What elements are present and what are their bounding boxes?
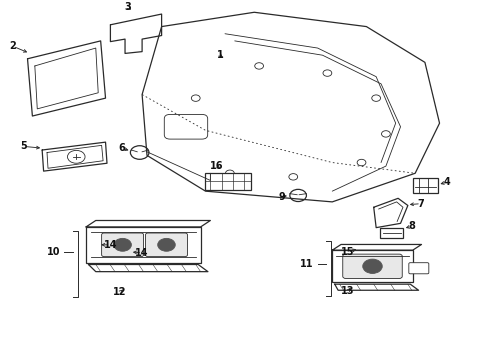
Text: 14: 14 [135, 248, 148, 258]
Bar [204, 172, 250, 190]
FancyBboxPatch shape [164, 114, 207, 139]
FancyBboxPatch shape [102, 233, 143, 257]
Circle shape [158, 238, 175, 251]
Text: 13: 13 [341, 286, 354, 296]
FancyBboxPatch shape [408, 263, 428, 274]
Text: 5: 5 [20, 141, 27, 152]
Circle shape [114, 238, 131, 251]
Text: 10: 10 [46, 247, 60, 257]
FancyBboxPatch shape [145, 233, 187, 257]
Text: 14: 14 [103, 240, 117, 250]
Text: 4: 4 [443, 177, 449, 187]
Text: 12: 12 [113, 287, 127, 297]
Text: 6: 6 [118, 143, 125, 153]
Text: 16: 16 [209, 161, 223, 171]
Text: 9: 9 [278, 192, 285, 202]
Text: 8: 8 [407, 221, 414, 231]
Text: 3: 3 [124, 2, 131, 12]
FancyBboxPatch shape [342, 254, 402, 278]
Bar [412, 178, 437, 193]
Text: 1: 1 [216, 50, 223, 60]
Text: 2: 2 [9, 41, 16, 51]
Text: 7: 7 [417, 199, 424, 209]
Bar [331, 250, 412, 282]
Bar [86, 227, 200, 263]
Text: 11: 11 [300, 260, 313, 270]
Bar [379, 228, 403, 238]
Circle shape [362, 259, 382, 274]
Text: 15: 15 [341, 247, 354, 257]
